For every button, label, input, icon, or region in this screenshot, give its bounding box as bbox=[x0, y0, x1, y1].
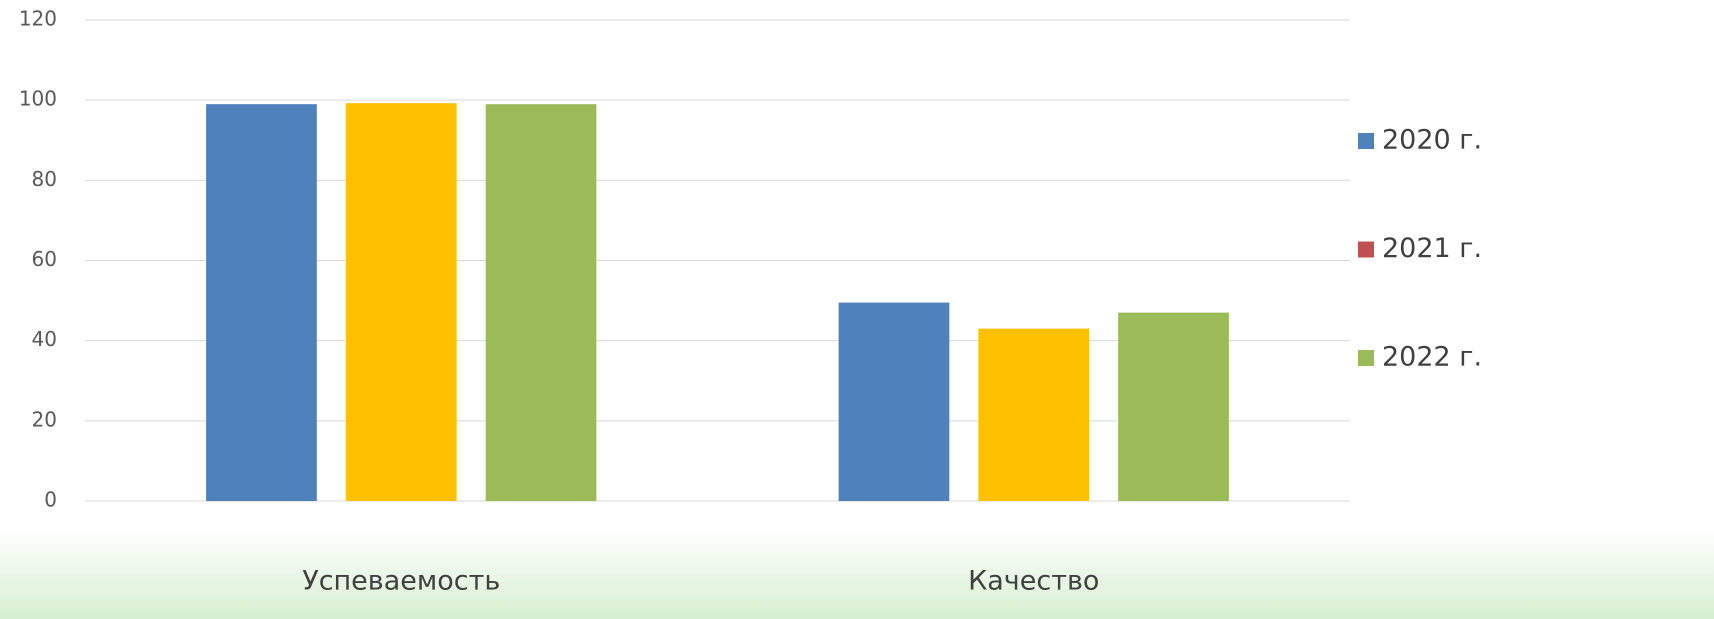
y-tick-label: 100 bbox=[19, 87, 57, 111]
y-tick-label: 120 bbox=[19, 7, 57, 31]
y-tick-label: 20 bbox=[32, 407, 57, 431]
legend-swatch bbox=[1358, 350, 1374, 366]
legend-label: 2022 г. bbox=[1382, 342, 1482, 373]
y-tick-label: 40 bbox=[32, 327, 57, 351]
bar bbox=[485, 104, 597, 502]
legend-swatch bbox=[1358, 241, 1374, 258]
y-tick-label: 60 bbox=[32, 247, 57, 271]
legend-swatch bbox=[1358, 133, 1374, 149]
bar bbox=[206, 104, 317, 502]
background-strip bbox=[0, 530, 1714, 619]
y-tick-label: 0 bbox=[44, 488, 57, 512]
bar bbox=[978, 328, 1090, 501]
bar bbox=[838, 302, 950, 501]
bar bbox=[345, 103, 457, 502]
legend-label: 2021 г. bbox=[1382, 233, 1482, 264]
x-tick-label: Качество bbox=[968, 566, 1099, 597]
bar bbox=[1118, 312, 1229, 501]
legend-label: 2020 г. bbox=[1382, 125, 1482, 156]
x-tick-label: Успеваемость bbox=[302, 566, 500, 597]
y-tick-label: 80 bbox=[32, 167, 57, 191]
